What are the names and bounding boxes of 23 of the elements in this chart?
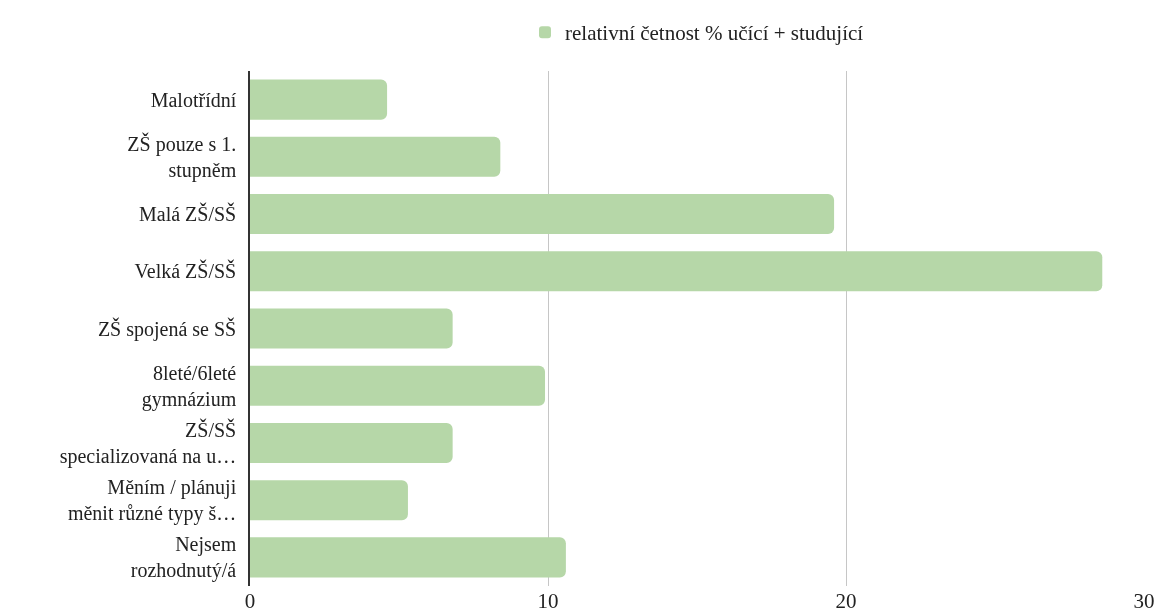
- bar: [250, 422, 453, 463]
- y-tick-label: 8leté/6leté gymnázium: [141, 361, 237, 411]
- x-tick-label: 20: [835, 589, 857, 613]
- y-tick-label: ZŠ/SŠ specializovaná na u…: [59, 417, 237, 468]
- bar: [250, 537, 566, 578]
- y-tick-label: Malotřídní: [150, 88, 237, 111]
- x-tick-label: 10: [537, 589, 559, 613]
- y-tick-label: Velká ZŠ/SŠ: [134, 259, 237, 283]
- bar: [250, 79, 388, 120]
- y-tick-label: Měním / plánuji měnit různé typy š…: [67, 476, 237, 526]
- bar: [250, 308, 453, 349]
- y-tick-label: ZŠ spojená se SŠ: [97, 316, 237, 341]
- bar: [250, 251, 1103, 292]
- x-tick-label: 0: [244, 589, 256, 613]
- bar: [250, 480, 408, 521]
- bar: [250, 136, 501, 177]
- bar: [250, 365, 546, 406]
- legend-label: relativní četnost % učící + studující: [565, 21, 864, 46]
- bar: [250, 194, 835, 235]
- y-tick-label: Malá ZŠ/SŠ: [139, 202, 237, 226]
- y-tick-label: Nejsem rozhodnutý/á: [130, 533, 237, 583]
- y-tick-label: ZŠ pouze s 1. stupněm: [127, 131, 237, 182]
- x-tick-label: 30: [1133, 589, 1155, 613]
